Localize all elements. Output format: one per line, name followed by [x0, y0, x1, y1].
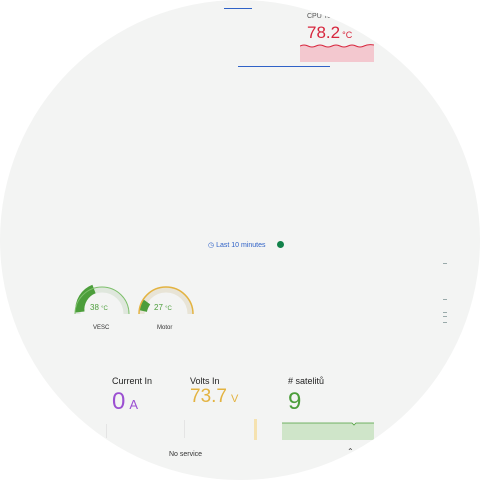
vesc-temp-gauge [74, 284, 130, 315]
top-line-long [238, 66, 330, 67]
vesc-temp-readout: 38 °C [90, 303, 108, 312]
cpu-temp-value: 78.2 [307, 23, 341, 42]
volts-in-sparkline-edge [184, 420, 185, 438]
edge-tick [443, 263, 447, 264]
status-dot [277, 241, 284, 248]
cpu-temp-unit: °C [342, 30, 353, 40]
edge-tick [443, 322, 447, 323]
motor-temp-unit: °C [165, 306, 172, 312]
volts-in-title: Volts In [190, 376, 220, 386]
satellites-title: # satelitů [288, 376, 325, 386]
volts-in-unit: V [230, 393, 239, 405]
caret-icon: ⌃ [347, 447, 354, 456]
cpu-temp-value-block: 78.2 °C [307, 23, 352, 43]
vesc-temp-value: 38 [90, 303, 99, 312]
current-in-unit: A [129, 397, 139, 412]
edge-tick [443, 312, 447, 313]
satellites-value: 9 [288, 388, 302, 415]
volts-in-sparkline [254, 419, 257, 440]
top-line-short [224, 8, 252, 9]
vesc-gauge-label: VESC [93, 325, 110, 331]
current-in-sparkline [106, 424, 107, 438]
satellites-readout: 9 [288, 388, 301, 416]
volts-in-readout: 73.7 V [190, 386, 238, 408]
connection-status: No service [169, 451, 203, 458]
current-in-value: 0 [112, 388, 126, 415]
motor-temp-gauge [138, 286, 194, 315]
satellites-sparkline [282, 422, 374, 440]
motor-temp-readout: 27 °C [154, 303, 172, 312]
time-range-picker[interactable]: ◷ Last 10 minutes [208, 241, 265, 249]
motor-gauge-label: Motor [157, 325, 173, 331]
time-range-label: Last 10 minutes [216, 242, 266, 249]
motor-temp-value: 27 [154, 303, 163, 312]
clock-icon: ◷ [208, 242, 215, 249]
vesc-temp-unit: °C [101, 306, 108, 312]
current-in-title: Current In [112, 376, 153, 386]
cpu-temp-title: CPU Tem [307, 13, 337, 20]
edge-tick [443, 316, 447, 317]
volts-in-value: 73.7 [190, 386, 227, 407]
edge-tick [443, 299, 447, 300]
cpu-temp-sparkline [300, 44, 374, 62]
